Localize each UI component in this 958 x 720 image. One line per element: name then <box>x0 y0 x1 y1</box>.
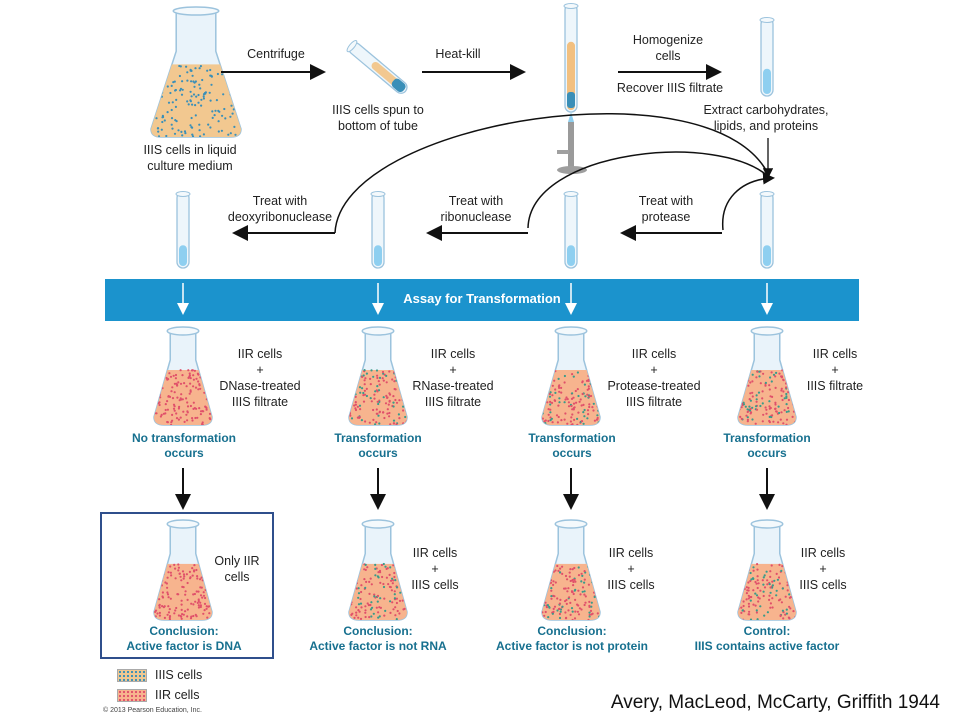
curve-arrow-protease <box>722 172 775 231</box>
treatment-dnase-label: Treat with deoxyribonuclease <box>227 194 333 224</box>
conclusion-flask <box>348 519 408 621</box>
extract-label: Extract carbohydrates, lipids, and protei… <box>703 103 829 133</box>
heat-killed-tube <box>563 3 579 113</box>
iir-swatch <box>117 688 147 702</box>
bunsen-burner-icon <box>557 112 587 174</box>
curve-arrow-dnase <box>334 112 771 234</box>
legend-item-iir: IIR cells <box>117 688 199 702</box>
curve-arrow-rnase <box>527 151 771 229</box>
assay-result: No transformation occurs <box>131 431 237 460</box>
treated-tube <box>563 191 579 269</box>
assay-flask <box>737 326 797 426</box>
conclusion-flask <box>541 519 601 621</box>
assay-bar: Assay for Transformation <box>105 279 859 321</box>
conclusion-flask-label: IIR cells + IIIS cells <box>411 546 459 592</box>
assay-flask <box>541 326 601 426</box>
conclusion-flask-label: Only IIR cells <box>214 554 260 584</box>
assay-flask-label: IIR cells + IIIS filtrate <box>806 347 864 393</box>
homogenize-label: Homogenize cells <box>632 33 704 63</box>
flask-label: IIIS cells in liquid culture medium <box>143 143 237 173</box>
centrifuge-label: Centrifuge <box>247 47 305 61</box>
assay-result: Transformation occurs <box>723 431 811 460</box>
tube-label: IIIS cells spun to bottom of tube <box>332 103 424 133</box>
legend-item-iiis: IIIS cells <box>117 668 202 682</box>
assay-flask <box>153 326 213 426</box>
conclusion-text: Conclusion: Active factor is not protein <box>495 624 649 653</box>
assay-result: Transformation occurs <box>334 431 422 460</box>
assay-flask-label: IIR cells + Protease-treated IIIS filtrate <box>607 347 701 409</box>
iiis-swatch <box>117 668 147 682</box>
treatment-rnase-label: Treat with ribonuclease <box>440 194 512 224</box>
conclusion-flask-label: IIR cells + IIIS cells <box>607 546 655 592</box>
treated-tube <box>370 191 386 269</box>
treated-tube <box>175 191 191 269</box>
assay-title: Assay for Transformation <box>403 291 561 306</box>
conclusion-text: Conclusion: Active factor is DNA <box>126 624 242 653</box>
recover-filtrate-label: Recover IIIS filtrate <box>616 81 724 95</box>
filtrate-tube <box>759 17 775 97</box>
conclusion-text: Conclusion: Active factor is not RNA <box>309 624 447 653</box>
treated-tube <box>759 191 775 269</box>
highlight-box <box>100 512 274 659</box>
conclusion-flask-label: IIR cells + IIIS cells <box>799 546 847 592</box>
citation: Avery, MacLeod, McCarty, Griffith 1944 <box>610 692 940 713</box>
assay-flask <box>348 326 408 426</box>
conclusion-text: Control: IIIS contains active factor <box>694 624 840 653</box>
assay-result: Transformation occurs <box>528 431 616 460</box>
assay-flask-label: IIR cells + DNase-treated IIIS filtrate <box>219 347 301 409</box>
assay-flask-label: IIR cells + RNase-treated IIIS filtrate <box>412 347 494 409</box>
conclusion-flask <box>153 519 213 621</box>
conclusion-flask <box>737 519 797 621</box>
copyright: © 2013 Pearson Education, Inc. <box>103 707 202 714</box>
treatment-protease-label: Treat with protease <box>638 194 694 224</box>
centrifuged-tube <box>346 40 408 94</box>
heat-kill-label: Heat-kill <box>435 47 481 61</box>
